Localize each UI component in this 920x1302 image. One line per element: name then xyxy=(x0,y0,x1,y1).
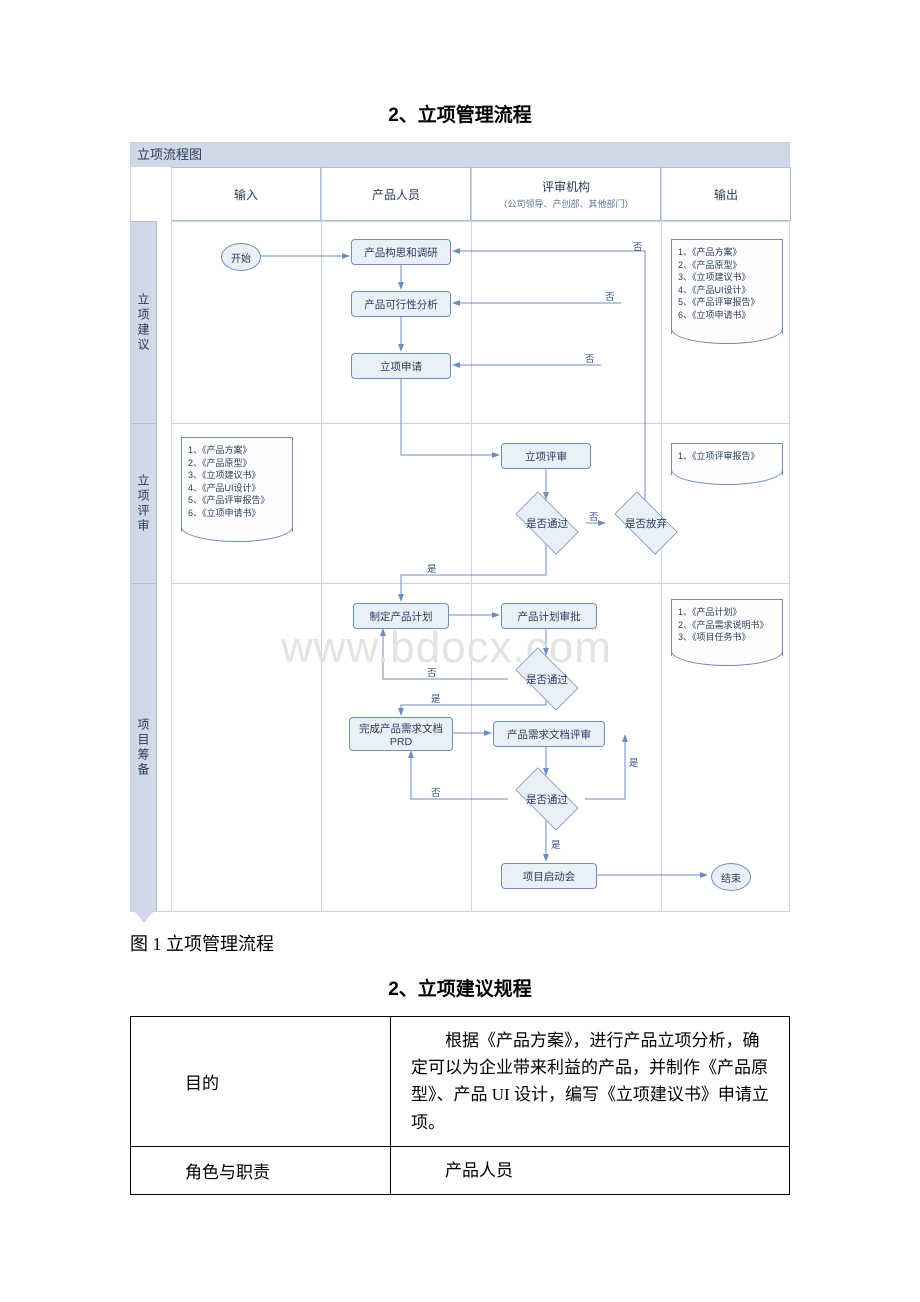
node-n_apply: 立项申请 xyxy=(351,353,451,379)
doclist-item: 5、《产品评审报告》 xyxy=(678,296,776,309)
node-n_review: 立项评审 xyxy=(501,443,591,469)
lane-separator xyxy=(171,221,789,222)
node-text: 完成产品需求文档 xyxy=(359,721,443,736)
col-separator xyxy=(321,167,322,911)
swimlane-prepare: 项目筹备 xyxy=(131,583,157,911)
swimlane-label-text: 立项建议 xyxy=(135,293,152,353)
doclist-item: 3、《项目任务书》 xyxy=(678,631,776,644)
doclist-out2: 1、《立项评审报告》 xyxy=(671,443,783,475)
node-n_plan_rv: 产品计划审批 xyxy=(501,603,597,629)
lane-separator xyxy=(171,423,789,424)
table-cell-body: 根据《产品方案》，进行产品立项分析，确定可以为企业带来利益的产品，并制作《产品原… xyxy=(391,1017,790,1147)
col-separator xyxy=(171,167,172,911)
column-header-label: 产品人员 xyxy=(372,186,420,203)
doclist-item: 1、《产品计划》 xyxy=(678,606,776,619)
edge-6 xyxy=(401,545,546,601)
edge-label: 是 xyxy=(427,561,437,575)
doclist-item: 2、《产品原型》 xyxy=(188,457,286,470)
edge-label: 否 xyxy=(431,785,441,799)
column-header-review: 评审机构 （公司领导、产创部、其他部门） xyxy=(471,167,661,221)
column-header-input: 输入 xyxy=(171,167,321,221)
table-row: 目的根据《产品方案》，进行产品立项分析，确定可以为企业带来利益的产品，并制作《产… xyxy=(131,1017,790,1147)
flowchart-diagram: 立项流程图 输入 产品人员 评审机构 （公司领导、产创部、其他部门） 输出 立项建议立项… xyxy=(130,142,790,912)
doclist-item: 4、《产品UI设计》 xyxy=(188,482,286,495)
doclist-item: 3、《立项建议书》 xyxy=(678,271,776,284)
decision-label: 是否通过 xyxy=(526,792,568,807)
swimlane-review: 立项评审 xyxy=(131,423,157,583)
doclist-item: 1、《立项评审报告》 xyxy=(678,450,776,463)
doclist-out1: 1、《产品方案》2、《产品原型》3、《立项建议书》4、《产品UI设计》5、《产品… xyxy=(671,239,783,334)
table-row: 角色与职责产品人员 xyxy=(131,1146,790,1194)
edge-label: 否 xyxy=(427,665,437,679)
node-n_prd: 完成产品需求文档PRD xyxy=(349,717,453,751)
decision-label: 是否通过 xyxy=(526,672,568,687)
edge-label: 否 xyxy=(605,289,615,303)
node-end: 结束 xyxy=(711,863,751,891)
column-header-product: 产品人员 xyxy=(321,167,471,221)
doclist-item: 3、《立项建议书》 xyxy=(188,469,286,482)
node-d_pass3: 是否通过 xyxy=(507,777,587,821)
swimlane-label-text: 项目筹备 xyxy=(135,718,152,778)
edge-label: 是 xyxy=(551,837,561,851)
swimlane-label-text: 立项评审 xyxy=(135,474,152,534)
doclist-in2: 1、《产品方案》2、《产品原型》3、《立项建议书》4、《产品UI设计》5、《产品… xyxy=(181,437,293,532)
column-header-label: 评审机构 xyxy=(542,178,590,195)
heading-sub: 2、立项建议规程 xyxy=(130,974,790,1001)
edge-label: 否 xyxy=(633,239,643,253)
edge-9 xyxy=(383,629,508,679)
node-n_kickoff: 项目启动会 xyxy=(501,863,597,889)
decision-label: 是否通过 xyxy=(526,516,568,531)
doclist-item: 6、《立项申请书》 xyxy=(188,507,286,520)
swimlane-chevron-icon xyxy=(134,911,154,923)
doclist-item: 4、《产品UI设计》 xyxy=(678,284,776,297)
swimlane-suggest: 立项建议 xyxy=(131,221,157,423)
column-header-output: 输出 xyxy=(661,167,791,221)
node-n_prd_rv: 产品需求文档评审 xyxy=(493,721,605,747)
diagram-title: 立项流程图 xyxy=(131,143,789,167)
figure-caption: 图 1 立项管理流程 xyxy=(130,930,790,956)
col-separator xyxy=(471,167,472,911)
edge-label: 是 xyxy=(431,691,441,705)
column-header-label: 输入 xyxy=(234,186,258,203)
column-header-sublabel: （公司领导、产创部、其他部门） xyxy=(498,197,633,210)
heading-main: 2、立项管理流程 xyxy=(130,100,790,127)
decision-label: 是否放弃 xyxy=(625,516,667,531)
column-header-label: 输出 xyxy=(714,186,738,203)
edge-10 xyxy=(401,701,546,715)
doclist-item: 6、《立项申请书》 xyxy=(678,309,776,322)
node-d_abort: 是否放弃 xyxy=(606,501,686,545)
edge-label: 否 xyxy=(589,509,599,523)
table-cell-body: 产品人员 xyxy=(391,1146,790,1194)
node-d_pass1: 是否通过 xyxy=(507,501,587,545)
spec-table: 目的根据《产品方案》，进行产品立项分析，确定可以为企业带来利益的产品，并制作《产… xyxy=(130,1016,790,1195)
doclist-item: 2、《产品需求说明书》 xyxy=(678,619,776,632)
doclist-item: 5、《产品评审报告》 xyxy=(188,494,286,507)
doclist-item: 1、《产品方案》 xyxy=(678,246,776,259)
table-cell-label: 角色与职责 xyxy=(131,1146,391,1194)
edge-label: 否 xyxy=(585,351,595,365)
node-n_idea: 产品构思和调研 xyxy=(351,239,451,265)
doclist-item: 1、《产品方案》 xyxy=(188,444,286,457)
table-cell-label: 目的 xyxy=(131,1017,391,1147)
node-n_feas: 产品可行性分析 xyxy=(351,291,451,317)
lane-separator xyxy=(171,583,789,584)
node-text: PRD xyxy=(390,736,412,748)
node-start: 开始 xyxy=(221,243,261,271)
node-d_pass2: 是否通过 xyxy=(507,657,587,701)
edge-label: 是 xyxy=(629,755,639,769)
edge-3 xyxy=(401,379,499,455)
edge-13 xyxy=(411,751,508,799)
doclist-out3: 1、《产品计划》2、《产品需求说明书》3、《项目任务书》 xyxy=(671,599,783,656)
node-n_plan: 制定产品计划 xyxy=(353,603,449,629)
doclist-item: 2、《产品原型》 xyxy=(678,259,776,272)
